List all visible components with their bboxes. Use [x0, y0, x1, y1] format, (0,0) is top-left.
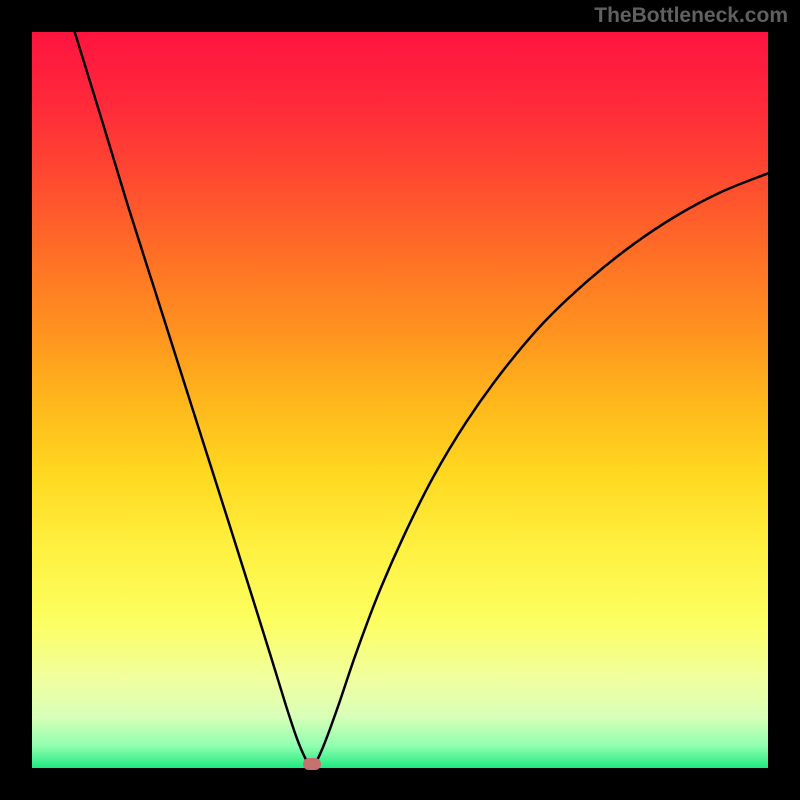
watermark-text: TheBottleneck.com: [594, 4, 788, 28]
curve-path: [75, 32, 768, 767]
chart-container: TheBottleneck.com: [0, 0, 800, 800]
optimal-point-marker: [303, 758, 321, 770]
bottleneck-curve: [0, 0, 800, 800]
